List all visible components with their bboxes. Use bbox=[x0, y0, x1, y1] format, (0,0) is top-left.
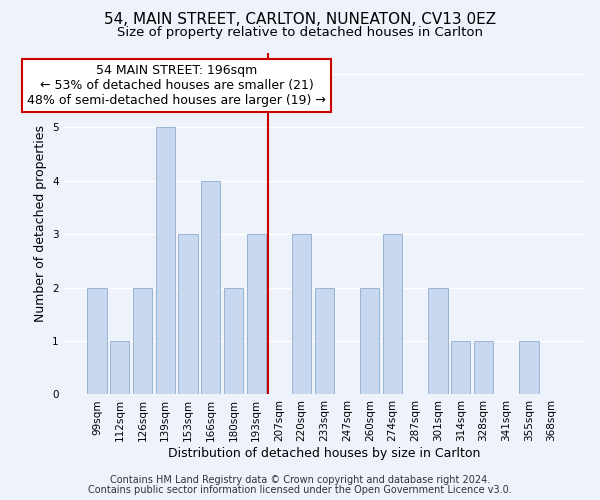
Bar bbox=[133, 288, 152, 395]
Bar bbox=[383, 234, 402, 394]
Bar bbox=[247, 234, 266, 394]
Y-axis label: Number of detached properties: Number of detached properties bbox=[34, 125, 47, 322]
Text: Size of property relative to detached houses in Carlton: Size of property relative to detached ho… bbox=[117, 26, 483, 39]
X-axis label: Distribution of detached houses by size in Carlton: Distribution of detached houses by size … bbox=[168, 447, 481, 460]
Bar bbox=[155, 128, 175, 394]
Bar bbox=[360, 288, 379, 395]
Bar bbox=[201, 180, 220, 394]
Bar bbox=[315, 288, 334, 395]
Bar bbox=[178, 234, 197, 394]
Bar bbox=[88, 288, 107, 395]
Bar bbox=[110, 341, 130, 394]
Bar bbox=[224, 288, 243, 395]
Bar bbox=[428, 288, 448, 395]
Bar bbox=[451, 341, 470, 394]
Text: Contains HM Land Registry data © Crown copyright and database right 2024.: Contains HM Land Registry data © Crown c… bbox=[110, 475, 490, 485]
Text: 54 MAIN STREET: 196sqm
← 53% of detached houses are smaller (21)
48% of semi-det: 54 MAIN STREET: 196sqm ← 53% of detached… bbox=[27, 64, 326, 108]
Bar bbox=[474, 341, 493, 394]
Text: Contains public sector information licensed under the Open Government Licence v3: Contains public sector information licen… bbox=[88, 485, 512, 495]
Text: 54, MAIN STREET, CARLTON, NUNEATON, CV13 0EZ: 54, MAIN STREET, CARLTON, NUNEATON, CV13… bbox=[104, 12, 496, 28]
Bar bbox=[292, 234, 311, 394]
Bar bbox=[519, 341, 539, 394]
